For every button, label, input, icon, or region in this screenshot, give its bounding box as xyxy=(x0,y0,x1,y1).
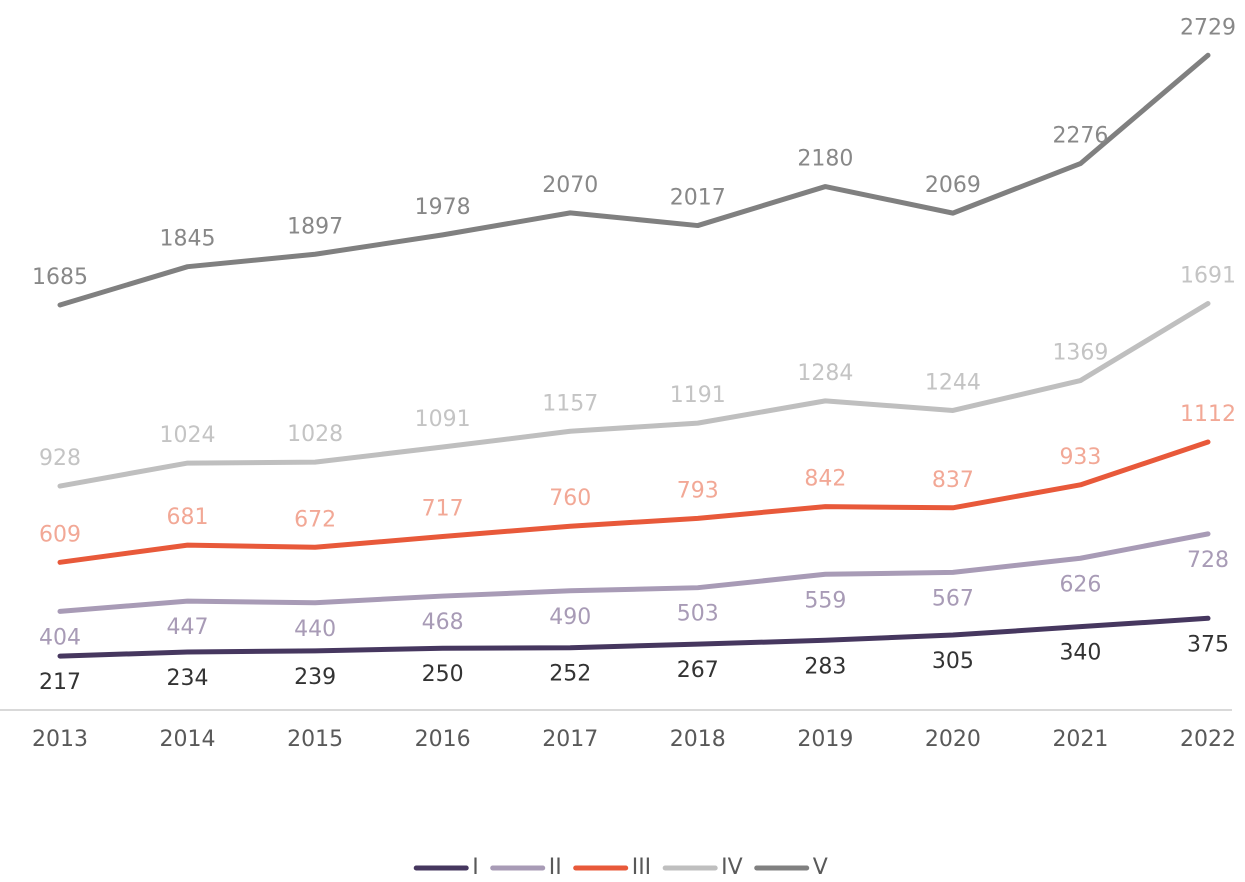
data-label: 1024 xyxy=(160,423,216,448)
x-tick-label: 2017 xyxy=(542,727,598,752)
data-label: 567 xyxy=(932,586,974,611)
data-label: 490 xyxy=(549,605,591,630)
data-label: 933 xyxy=(1059,445,1101,470)
data-label: 728 xyxy=(1187,548,1229,573)
data-label: 559 xyxy=(804,588,846,613)
data-label: 267 xyxy=(677,658,719,683)
data-label: 1845 xyxy=(160,227,216,252)
data-label: 1112 xyxy=(1180,402,1236,427)
data-label: 252 xyxy=(549,662,591,687)
data-label: 375 xyxy=(1187,632,1229,657)
data-label: 305 xyxy=(932,649,974,674)
data-label: 234 xyxy=(167,666,209,691)
data-label: 447 xyxy=(167,615,209,640)
data-label: 250 xyxy=(422,662,464,687)
data-label: 1685 xyxy=(32,265,88,290)
legend-label: II xyxy=(549,855,562,880)
data-label: 340 xyxy=(1059,641,1101,666)
data-label: 717 xyxy=(422,497,464,522)
data-label: 1978 xyxy=(415,195,471,220)
x-tick-label: 2020 xyxy=(925,727,981,752)
data-label: 404 xyxy=(39,625,81,650)
series-line xyxy=(57,301,1211,489)
data-label: 1191 xyxy=(670,383,726,408)
data-label: 283 xyxy=(804,654,846,679)
data-label: 837 xyxy=(932,468,974,493)
data-label: 1028 xyxy=(287,422,343,447)
data-label: 468 xyxy=(422,610,464,635)
data-label: 217 xyxy=(39,670,81,695)
data-label: 440 xyxy=(294,617,336,642)
legend-label: IV xyxy=(721,855,743,880)
data-label: 760 xyxy=(549,486,591,511)
x-tick-label: 2018 xyxy=(670,727,726,752)
x-tick-label: 2019 xyxy=(797,727,853,752)
series-line xyxy=(57,52,1211,308)
legend-label: III xyxy=(632,855,651,880)
x-tick-label: 2014 xyxy=(160,727,216,752)
data-label: 1691 xyxy=(1180,264,1236,289)
data-label: 626 xyxy=(1059,572,1101,597)
data-label: 609 xyxy=(39,522,81,547)
data-label: 2069 xyxy=(925,173,981,198)
x-tick-label: 2022 xyxy=(1180,727,1236,752)
data-label: 2729 xyxy=(1180,15,1236,40)
data-label: 928 xyxy=(39,446,81,471)
data-label: 1897 xyxy=(287,214,343,239)
series-line xyxy=(57,615,1211,659)
data-label: 2276 xyxy=(1052,124,1108,149)
series-line xyxy=(57,531,1211,614)
legend-label: I xyxy=(472,855,479,880)
x-tick-label: 2015 xyxy=(287,727,343,752)
data-label: 842 xyxy=(804,467,846,492)
series-line xyxy=(57,439,1211,565)
data-label: 1284 xyxy=(797,361,853,386)
data-label: 1091 xyxy=(415,407,471,432)
data-label: 1369 xyxy=(1052,341,1108,366)
data-label: 672 xyxy=(294,507,336,532)
data-label: 793 xyxy=(677,478,719,503)
data-label: 2070 xyxy=(542,173,598,198)
data-label: 2180 xyxy=(797,147,853,172)
legend-label: V xyxy=(813,855,828,880)
data-label: 1244 xyxy=(925,370,981,395)
legend: I II III IV V xyxy=(413,855,828,880)
x-tick-label: 2021 xyxy=(1052,727,1108,752)
x-tick-label: 2013 xyxy=(32,727,88,752)
data-label: 681 xyxy=(167,505,209,530)
data-label: 2017 xyxy=(670,186,726,211)
data-label: 1157 xyxy=(542,391,598,416)
data-label: 503 xyxy=(677,602,719,627)
x-tick-label: 2016 xyxy=(415,727,471,752)
data-label: 239 xyxy=(294,665,336,690)
